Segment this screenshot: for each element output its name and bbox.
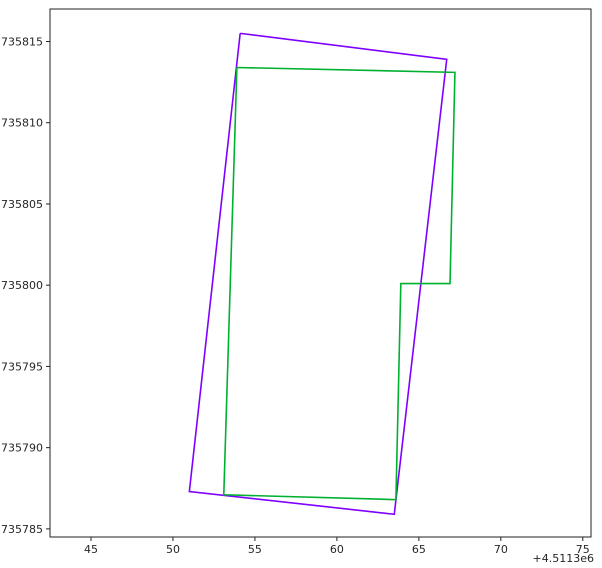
x-tick-label: 55 bbox=[248, 543, 262, 556]
y-tick-label: 735800 bbox=[1, 279, 43, 292]
x-tick-label: 50 bbox=[166, 543, 180, 556]
series-polygon-2 bbox=[222, 66, 456, 501]
x-tick-label: 60 bbox=[330, 543, 344, 556]
plot-frame bbox=[49, 8, 592, 538]
series-polygon-1 bbox=[188, 32, 448, 516]
y-tick-label: 735785 bbox=[1, 523, 43, 536]
y-tick-label: 735810 bbox=[1, 117, 43, 130]
y-tick-label: 735795 bbox=[1, 360, 43, 373]
plot-area bbox=[188, 32, 456, 516]
x-tick-label: 70 bbox=[494, 543, 508, 556]
y-tick-label: 735815 bbox=[1, 35, 43, 48]
y-tick-label: 735790 bbox=[1, 442, 43, 455]
x-tick-label: 75 bbox=[576, 543, 590, 556]
axes: 45 50 55 60 65 70 75 735785 735790 735795 735800 73… bbox=[1, 8, 592, 556]
x-tick-label: 45 bbox=[84, 543, 98, 556]
x-axis-offset-label: +4.5113e6 bbox=[533, 552, 594, 565]
x-tick-label: 65 bbox=[412, 543, 426, 556]
y-tick-label: 735805 bbox=[1, 198, 43, 211]
